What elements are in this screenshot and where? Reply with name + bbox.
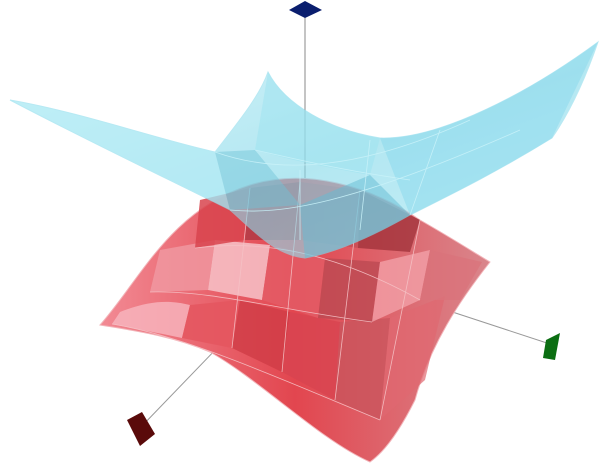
- y-axis-arrow-icon: [543, 333, 560, 360]
- lower-patch-4: [282, 312, 340, 400]
- upper-patch-1: [255, 72, 380, 175]
- lower-patch-9: [262, 245, 325, 318]
- lower-patch-7: [150, 240, 215, 292]
- lower-patch-11: [372, 250, 430, 322]
- x-axis-arrow-icon: [127, 412, 155, 446]
- lower-patch-2: [182, 300, 240, 348]
- lower-patch-6: [380, 296, 445, 420]
- upper-patch-4: [215, 150, 300, 210]
- upper-grid-lines: [214, 119, 521, 240]
- upper-surface: [9, 40, 599, 259]
- upper-patch-3: [10, 100, 230, 210]
- lower-patch-1: [112, 301, 190, 338]
- z-axis-arrow-icon: [289, 1, 322, 18]
- lower-patch-3: [232, 300, 290, 372]
- upper-surface-body: [9, 40, 599, 259]
- lower-patch-5: [335, 318, 390, 420]
- upper-patch-5: [300, 175, 410, 258]
- lower-patch-10: [318, 258, 380, 322]
- lower-patch-8: [208, 240, 270, 300]
- lower-surface: [99, 177, 491, 463]
- lower-patch-12: [420, 250, 482, 300]
- upper-patch-2: [380, 42, 598, 215]
